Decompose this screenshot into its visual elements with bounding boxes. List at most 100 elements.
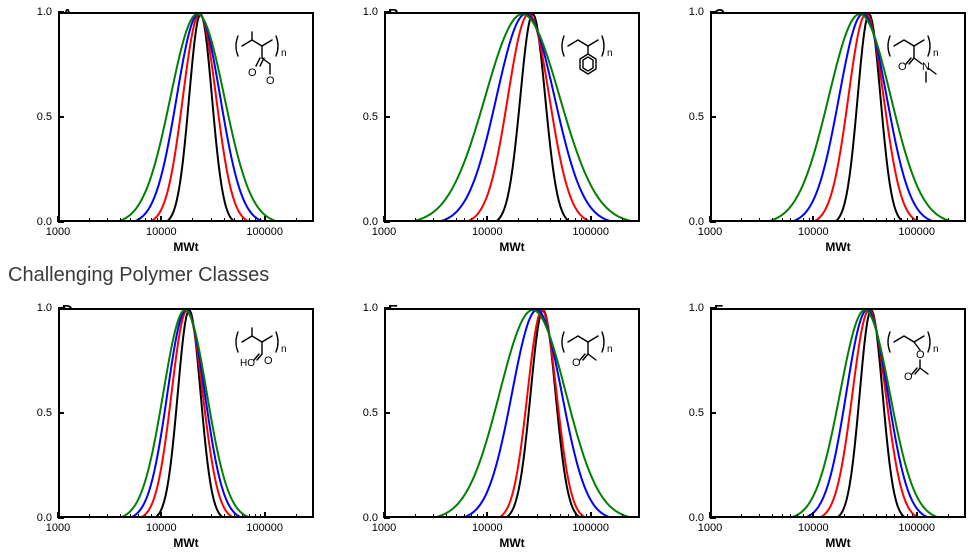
xtick-minor [242,218,243,222]
xtick-label: 10000 [798,522,829,534]
xtick-minor [863,514,864,518]
xtick-minor [550,514,551,518]
xtick-minor [586,514,587,518]
xtick-minor [568,514,569,518]
xtick-minor [790,514,791,518]
xtick-mark [916,216,918,222]
xtick-minor [575,218,576,222]
xtick-minor [211,514,212,518]
xtick-minor [234,514,235,518]
chemical-structure: n O O [886,324,950,389]
xtick-minor [809,218,810,222]
xtick-minor [901,514,902,518]
svg-text:O: O [266,75,275,87]
xtick-label: 1000 [46,226,70,238]
xtick-mark [57,216,59,222]
xtick-mark [264,216,266,222]
xtick-mark [486,216,488,222]
xtick-minor [568,218,569,222]
xtick-label: 1000 [372,522,396,534]
xtick-minor [260,218,261,222]
xtick-minor [622,218,623,222]
xtick-minor [433,514,434,518]
chemical-structure: n [560,28,624,93]
xtick-minor [224,514,225,518]
xtick-mark [57,512,59,518]
svg-text:n: n [933,48,939,59]
xtick-minor [211,218,212,222]
xtick-mark [709,216,711,222]
row-bottom: D Normalized dw/dLogM n O HO 0.00.51.0 1… [0,296,980,556]
xtick-minor [157,514,158,518]
panel-A: A Normalized dw/dLogM n O O 0.00.51.0 10… [0,0,326,260]
xtick-label: 1000 [372,226,396,238]
xtick-label: 10000 [798,226,829,238]
ytick-mark [710,412,716,414]
panel-B: B Normalized dw/dLogM n 0.00.51.0 100010… [326,0,652,260]
plot-area: n O O [58,12,314,222]
figure: A Normalized dw/dLogM n O O 0.00.51.0 10… [0,0,980,556]
ytick-mark [710,11,716,13]
xtick-label: 10000 [472,226,503,238]
xtick-minor [741,514,742,518]
row-top: A Normalized dw/dLogM n O O 0.00.51.0 10… [0,0,980,260]
xtick-minor [477,218,478,222]
xtick-minor [249,514,250,518]
xtick-mark [709,512,711,518]
xtick-minor [192,218,193,222]
svg-text:O: O [898,61,907,73]
xtick-minor [809,514,810,518]
xtick-minor [894,514,895,518]
x-axis-label: MWt [710,536,966,550]
xtick-minor [797,218,798,222]
xtick-minor [456,218,457,222]
xtick-minor [790,218,791,222]
xtick-label: 1000 [698,522,722,534]
xtick-mark [160,216,162,222]
ytick-label: 1.0 [37,302,56,314]
xtick-minor [138,218,139,222]
xtick-minor [242,514,243,518]
xtick-minor [145,514,146,518]
xtick-minor [844,514,845,518]
xtick-minor [901,218,902,222]
xtick-label: 10000 [146,522,177,534]
xtick-minor [234,218,235,222]
xtick-minor [772,514,773,518]
ytick-mark [710,116,716,118]
xtick-minor [844,218,845,222]
xtick-minor [759,218,760,222]
ytick-label: 1.0 [37,6,56,18]
structure-icon: n O O [886,324,950,384]
xtick-minor [145,218,146,222]
xtick-minor [107,218,108,222]
xtick-label: 10000 [146,226,177,238]
xtick-minor [138,514,139,518]
xtick-minor [782,218,783,222]
xtick-minor [550,218,551,222]
x-axis-label: MWt [384,240,640,254]
svg-text:n: n [281,48,287,59]
x-axis-label: MWt [58,536,314,550]
xtick-minor [483,218,484,222]
xtick-minor [575,514,576,518]
xtick-minor [876,218,877,222]
chemical-structure: n O O [234,28,298,93]
xtick-minor [151,514,152,518]
xtick-minor [446,514,447,518]
xtick-minor [120,514,121,518]
ytick-label: 0.5 [689,407,708,419]
xtick-mark [590,216,592,222]
xtick-mark [916,512,918,518]
xtick-mark [486,512,488,518]
structure-icon: n [560,28,624,88]
xtick-mark [812,216,814,222]
xtick-minor [948,218,949,222]
x-axis-label: MWt [384,536,640,550]
ytick-label: 1.0 [363,6,382,18]
xtick-minor [415,514,416,518]
xtick-label: 100000 [572,226,609,238]
xtick-minor [886,514,887,518]
xtick-minor [797,514,798,518]
xtick-minor [120,218,121,222]
